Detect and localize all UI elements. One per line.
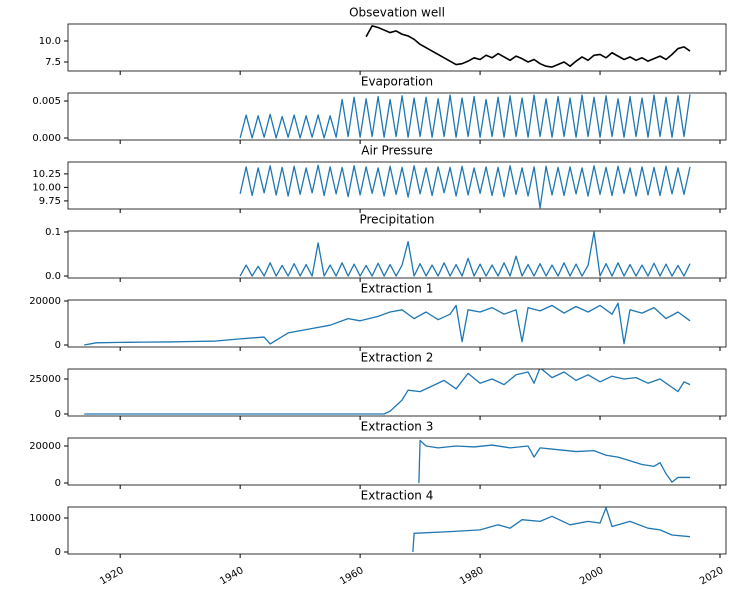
- x-tick-label: 1920: [98, 565, 126, 587]
- y-tick-label: 0.000: [32, 133, 61, 144]
- y-tick-label: 10.00: [32, 182, 61, 193]
- y-tick-label: 10000: [29, 513, 61, 524]
- y-tick-label: 25000: [29, 374, 61, 385]
- series-line: [239, 94, 691, 139]
- panel-frame: [67, 161, 727, 210]
- x-tick-label: 2020: [698, 565, 726, 587]
- y-tick-label: 0.0: [45, 271, 61, 282]
- panel-title: Air Pressure: [361, 144, 433, 158]
- x-tick-label: 1980: [458, 565, 486, 587]
- y-tick-label: 10.25: [32, 169, 61, 180]
- panel-frame: [67, 368, 727, 417]
- panel-title: Extraction 3: [361, 420, 434, 434]
- y-tick-label: 9.75: [39, 196, 61, 207]
- series-line: [418, 439, 691, 484]
- panel-title: Obsevation well: [349, 6, 445, 20]
- panel-title: Evaporation: [361, 75, 433, 89]
- y-tick-label: 0: [55, 478, 61, 489]
- panel-title: Extraction 2: [361, 351, 434, 365]
- y-tick-label: 0.005: [32, 96, 61, 107]
- panel-frame: [67, 230, 727, 279]
- panel-frame: [67, 23, 727, 72]
- y-tick-label: 0: [55, 340, 61, 351]
- panel-frame: [67, 437, 727, 486]
- series-line: [84, 369, 691, 415]
- panel-title: Extraction 4: [361, 489, 434, 503]
- x-tick-label: 1940: [218, 565, 246, 587]
- series-line: [412, 507, 691, 553]
- y-tick-label: 7.5: [45, 57, 61, 68]
- y-tick-label: 0: [55, 547, 61, 558]
- panel-frame: [67, 299, 727, 348]
- x-tick-label: 2000: [578, 565, 606, 587]
- y-tick-label: 0: [55, 409, 61, 420]
- panel-frame: [67, 92, 727, 141]
- y-tick-label: 10.0: [39, 36, 61, 47]
- y-tick-label: 0.1: [45, 227, 61, 238]
- panel-title: Extraction 1: [361, 282, 434, 296]
- x-tick-label: 1960: [338, 565, 366, 587]
- panel-title: Precipitation: [359, 213, 434, 227]
- series-line: [84, 302, 691, 346]
- series-line: [239, 164, 691, 209]
- panel-frame: [67, 506, 727, 555]
- y-tick-label: 20000: [29, 296, 61, 307]
- y-tick-label: 20000: [29, 441, 61, 452]
- series-line: [239, 231, 691, 277]
- series-line: [365, 25, 691, 68]
